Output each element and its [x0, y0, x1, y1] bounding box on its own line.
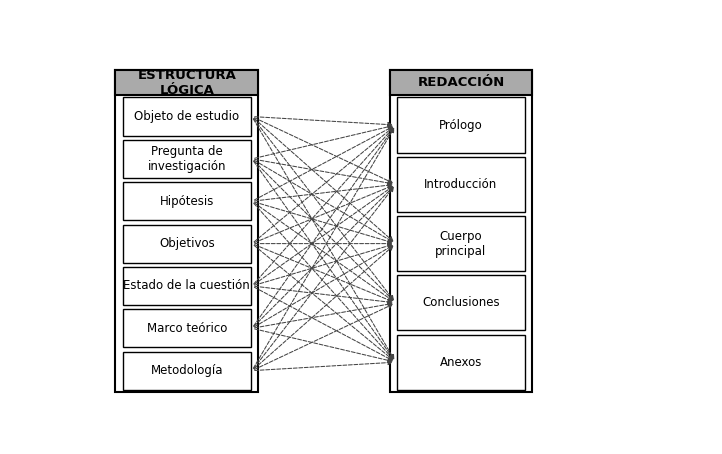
- Text: Pregunta de
investigación: Pregunta de investigación: [147, 145, 226, 173]
- Bar: [397, 216, 525, 271]
- Text: Prólogo: Prólogo: [439, 118, 483, 132]
- Text: Cuerpo
principal: Cuerpo principal: [435, 230, 487, 257]
- Bar: [123, 182, 251, 220]
- Bar: [116, 70, 258, 392]
- Text: Introducción: Introducción: [425, 178, 497, 191]
- Text: Objeto de estudio: Objeto de estudio: [134, 110, 239, 123]
- Bar: [116, 70, 258, 95]
- Bar: [123, 140, 251, 178]
- Text: Metodología: Metodología: [150, 364, 223, 377]
- Bar: [397, 98, 525, 153]
- Bar: [123, 267, 251, 305]
- Text: Objetivos: Objetivos: [159, 237, 214, 250]
- Bar: [390, 70, 532, 392]
- Text: REDACCIÓN: REDACCIÓN: [417, 76, 505, 89]
- Bar: [123, 98, 251, 136]
- Text: Conclusiones: Conclusiones: [422, 296, 500, 309]
- Bar: [123, 351, 251, 390]
- Bar: [397, 157, 525, 212]
- Bar: [397, 335, 525, 390]
- Bar: [123, 309, 251, 347]
- Bar: [397, 275, 525, 331]
- Text: Marco teórico: Marco teórico: [147, 322, 227, 335]
- Bar: [390, 70, 532, 95]
- Text: Hipótesis: Hipótesis: [160, 195, 214, 208]
- Text: Estado de la cuestión: Estado de la cuestión: [123, 280, 250, 292]
- Text: Anexos: Anexos: [440, 355, 482, 369]
- Text: ESTRUCTURA
LÓGICA: ESTRUCTURA LÓGICA: [137, 69, 236, 97]
- Bar: [123, 225, 251, 263]
